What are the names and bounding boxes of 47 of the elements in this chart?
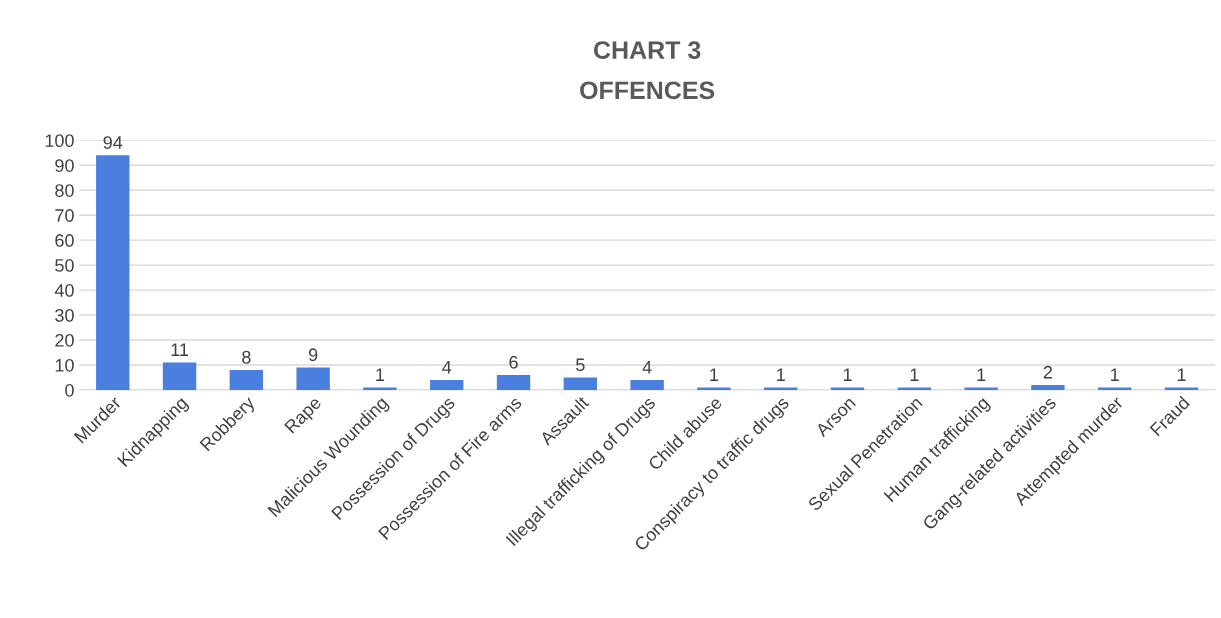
bar (430, 379, 464, 390)
bar (162, 362, 197, 390)
data-label: 2 (1043, 365, 1053, 379)
y-tick-label: 10 (55, 358, 74, 372)
y-tick-label: 50 (55, 259, 74, 272)
y-tick-label: 0 (65, 383, 74, 397)
data-label: 4 (442, 361, 452, 374)
data-label: 1 (777, 368, 785, 381)
data-label: 9 (308, 348, 318, 362)
bar (897, 387, 932, 390)
data-label: 11 (171, 343, 189, 356)
data-label: 8 (242, 350, 251, 364)
bar (1164, 387, 1199, 390)
bar (563, 377, 598, 390)
chart-subtitle: OFFENCES (580, 81, 715, 100)
data-label: 1 (843, 368, 852, 381)
bar (96, 155, 130, 390)
y-tick-label: 70 (55, 209, 74, 222)
y-tick-label: 100 (45, 134, 74, 148)
data-label: 1 (977, 368, 986, 381)
bar (296, 367, 330, 390)
data-label: 1 (710, 368, 719, 381)
y-tick-label: 30 (55, 308, 74, 322)
bar (964, 387, 998, 390)
data-label: 1 (376, 368, 385, 381)
chart-title: CHART 3 (593, 41, 701, 59)
bar (630, 379, 664, 390)
bar (697, 387, 731, 390)
y-tick-label: 80 (55, 184, 74, 197)
bar (229, 369, 264, 390)
data-label: 1 (910, 368, 919, 381)
data-label: 1 (1111, 368, 1119, 381)
bar (1098, 387, 1132, 390)
y-tick-label: 20 (55, 333, 74, 347)
data-label: 6 (509, 355, 518, 369)
data-label: 94 (103, 136, 123, 149)
bar (496, 374, 531, 390)
data-label: 1 (1177, 368, 1186, 381)
y-tick-label: 60 (55, 234, 74, 247)
y-tick-label: 90 (55, 159, 74, 172)
data-label: 5 (576, 358, 585, 372)
bar (830, 387, 865, 390)
bar (1031, 384, 1065, 390)
bar (363, 387, 397, 390)
data-label: 4 (642, 361, 652, 374)
bar (764, 387, 798, 390)
y-tick-label: 40 (54, 284, 74, 297)
